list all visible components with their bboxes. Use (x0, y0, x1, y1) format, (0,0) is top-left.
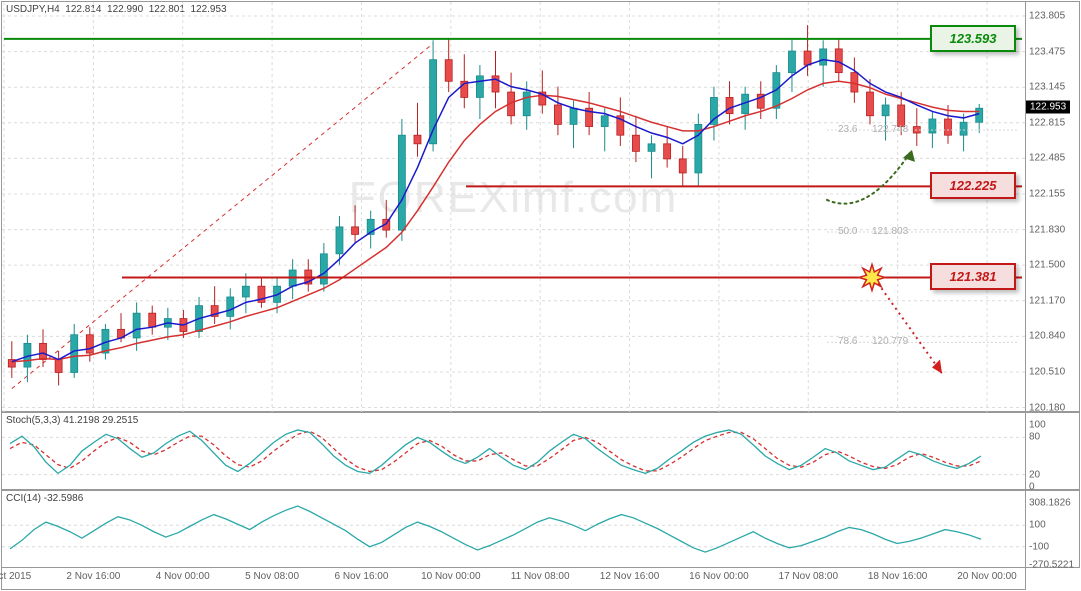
cci-panel[interactable]: CCI(14) -32.5986 (1, 490, 1026, 568)
main-price-panel[interactable]: FOREXimf.com USDJPY,H4 122.814 122.990 1… (1, 1, 1026, 412)
stoch-svg (2, 413, 1027, 491)
watermark-text: FOREXimf.com (349, 173, 679, 223)
symbol-label: USDJPY,H4 (6, 4, 60, 15)
stoch-label: Stoch(5,3,3) 41.2198 29.2515 (6, 415, 138, 426)
cci-label: CCI(14) -32.5986 (6, 493, 83, 504)
level-box-resistance-1: 123.593 (930, 25, 1016, 52)
time-axis: 30 Oct 20152 Nov 16:004 Nov 00:005 Nov 0… (1, 568, 1026, 590)
cci-y-axis: 308.1826100-100-270.5221 (1026, 490, 1080, 568)
main-y-axis: 123.805123.475123.145122.815122.485122.1… (1026, 1, 1080, 412)
stochastic-panel[interactable]: Stoch(5,3,3) 41.2198 29.2515 (1, 412, 1026, 490)
stoch-y-axis: 10080200 (1026, 412, 1080, 490)
level-box-support-1: 122.225 (930, 172, 1016, 199)
symbol-ohlc-label: USDJPY,H4 122.814 122.990 122.801 122.95… (6, 4, 227, 15)
cci-svg (2, 491, 1027, 569)
level-box-support-2: 121.381 (930, 263, 1016, 290)
last-price-badge: 122.953 (1026, 100, 1070, 113)
main-chart-svg (2, 2, 1027, 413)
